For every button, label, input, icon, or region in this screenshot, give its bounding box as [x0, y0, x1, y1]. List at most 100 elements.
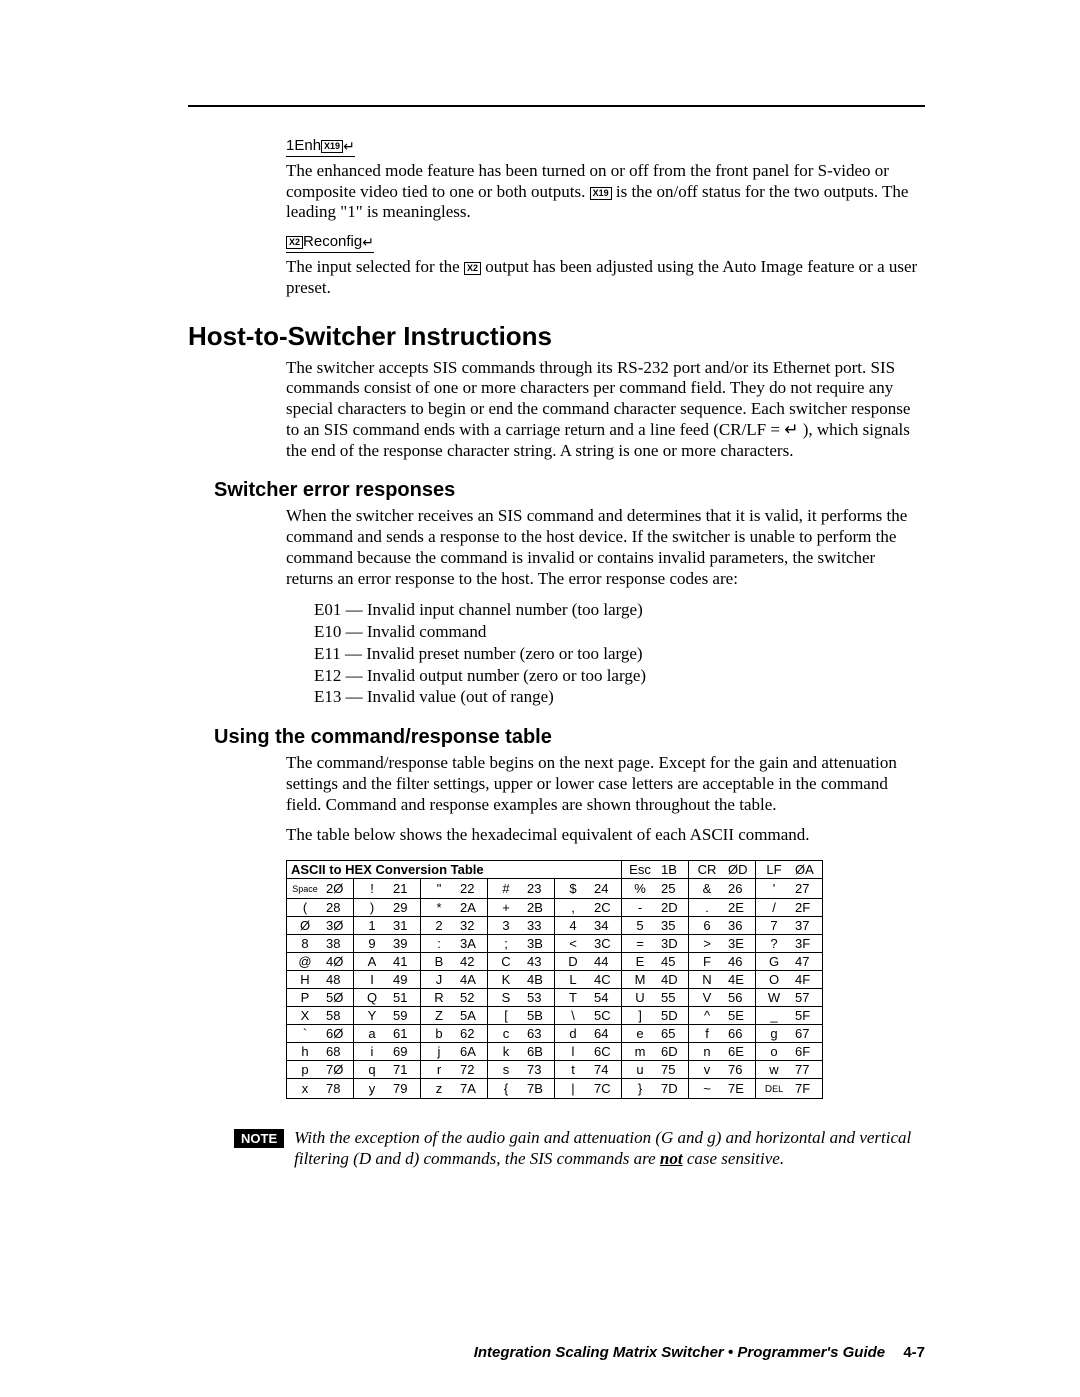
error-code-item: E01 — Invalid input channel number (too … [314, 599, 925, 621]
ascii-char: ] [622, 1006, 659, 1024]
ascii-hex: 2Ø [323, 878, 354, 898]
note-text: With the exception of the audio gain and… [294, 1127, 925, 1170]
ascii-char: j [421, 1042, 458, 1060]
ascii-char: ) [354, 898, 391, 916]
ascii-char: y [354, 1078, 391, 1098]
ascii-char: p [287, 1060, 324, 1078]
ascii-hex: 68 [323, 1042, 354, 1060]
host-to-switcher-heading: Host-to-Switcher Instructions [188, 321, 925, 352]
ascii-hex: 78 [323, 1078, 354, 1098]
ascii-char: 6 [689, 916, 726, 934]
ascii-char: x [287, 1078, 324, 1098]
cmd-paragraph-1: The command/response table begins on the… [286, 753, 925, 815]
ascii-hex: 5Ø [323, 988, 354, 1006]
ascii-hex: 69 [390, 1042, 421, 1060]
note-block: NOTE With the exception of the audio gai… [234, 1127, 925, 1170]
ascii-char: U [622, 988, 659, 1006]
ascii-char: J [421, 970, 458, 988]
ascii-char: C [488, 952, 525, 970]
ascii-char: z [421, 1078, 458, 1098]
ascii-hex: 5B [524, 1006, 555, 1024]
ascii-char: O [756, 970, 793, 988]
ascii-hex: 2A [457, 898, 488, 916]
ascii-hex: 28 [323, 898, 354, 916]
ascii-char: T [555, 988, 592, 1006]
using-table-heading: Using the command/response table [214, 726, 925, 749]
ascii-char: w [756, 1060, 793, 1078]
ascii-hex: 44 [591, 952, 622, 970]
ascii-char: Q [354, 988, 391, 1006]
ascii-char: n [689, 1042, 726, 1060]
ascii-hex: 57 [792, 988, 823, 1006]
ascii-char: Y [354, 1006, 391, 1024]
ascii-hex: 7C [591, 1078, 622, 1098]
ascii-hex: 7F [792, 1078, 823, 1098]
ascii-char: i [354, 1042, 391, 1060]
ascii-hex: 2D [658, 898, 689, 916]
ascii-char: 9 [354, 934, 391, 952]
ascii-char: K [488, 970, 525, 988]
ascii-char: t [555, 1060, 592, 1078]
ascii-hex: 67 [792, 1024, 823, 1042]
ascii-hex: 7B [524, 1078, 555, 1098]
ascii-char: ; [488, 934, 525, 952]
ascii-hex: 53 [524, 988, 555, 1006]
ascii-hex: 73 [524, 1060, 555, 1078]
ascii-char: o [756, 1042, 793, 1060]
ascii-hex: 5D [658, 1006, 689, 1024]
ascii-hex: 5F [792, 1006, 823, 1024]
ascii-hex: 35 [658, 916, 689, 934]
ascii-hex: 6B [524, 1042, 555, 1060]
ascii-hex: 21 [390, 878, 421, 898]
ascii-hex: 43 [524, 952, 555, 970]
response-1-label: 1EnhX19↵ [286, 137, 355, 157]
ascii-char: P [287, 988, 324, 1006]
ascii-char: c [488, 1024, 525, 1042]
x2-box-inline: X2 [464, 262, 481, 275]
ascii-char: Space [287, 878, 324, 898]
ascii-hex: 3D [658, 934, 689, 952]
ascii-char: X [287, 1006, 324, 1024]
response-2-suffix: Reconfig [303, 233, 362, 250]
ascii-hex: 4F [792, 970, 823, 988]
ascii-hex: 77 [792, 1060, 823, 1078]
ascii-hex: 26 [725, 878, 756, 898]
ascii-char: Z [421, 1006, 458, 1024]
ascii-char: N [689, 970, 726, 988]
ascii-char: L [555, 970, 592, 988]
ascii-char: ` [287, 1024, 324, 1042]
response-2-label: X2Reconfig↵ [286, 233, 374, 253]
ascii-char: * [421, 898, 458, 916]
response-1-paragraph: The enhanced mode feature has been turne… [286, 161, 925, 223]
ascii-hex: 6A [457, 1042, 488, 1060]
ascii-hex: 63 [524, 1024, 555, 1042]
ascii-hex: 37 [792, 916, 823, 934]
ascii-char: 1 [354, 916, 391, 934]
ascii-hex: 74 [591, 1060, 622, 1078]
ascii-hex: 71 [390, 1060, 421, 1078]
ascii-char: u [622, 1060, 659, 1078]
ascii-hex: 58 [323, 1006, 354, 1024]
ascii-char: & [689, 878, 726, 898]
footer-title: Integration Scaling Matrix Switcher • Pr… [474, 1344, 885, 1361]
ascii-hex: 52 [457, 988, 488, 1006]
ascii-hex: 5E [725, 1006, 756, 1024]
ascii-hex: 4E [725, 970, 756, 988]
ascii-hex: 2F [792, 898, 823, 916]
ascii-hex: 3A [457, 934, 488, 952]
ascii-hex: 7E [725, 1078, 756, 1098]
ascii-hex: 42 [457, 952, 488, 970]
ascii-hex: 38 [323, 934, 354, 952]
ascii-hex: 6F [792, 1042, 823, 1060]
ascii-hex: 3Ø [323, 916, 354, 934]
ascii-hex: 4C [591, 970, 622, 988]
ascii-char: , [555, 898, 592, 916]
ascii-char: s [488, 1060, 525, 1078]
ascii-hex: 33 [524, 916, 555, 934]
ascii-hex: 4A [457, 970, 488, 988]
ascii-char: ~ [689, 1078, 726, 1098]
ascii-hex: 65 [658, 1024, 689, 1042]
ascii-hex-table: ASCII to HEX Conversion TableEsc1BCRØDLF… [286, 860, 925, 1099]
ascii-hex: 75 [658, 1060, 689, 1078]
ascii-char: : [421, 934, 458, 952]
